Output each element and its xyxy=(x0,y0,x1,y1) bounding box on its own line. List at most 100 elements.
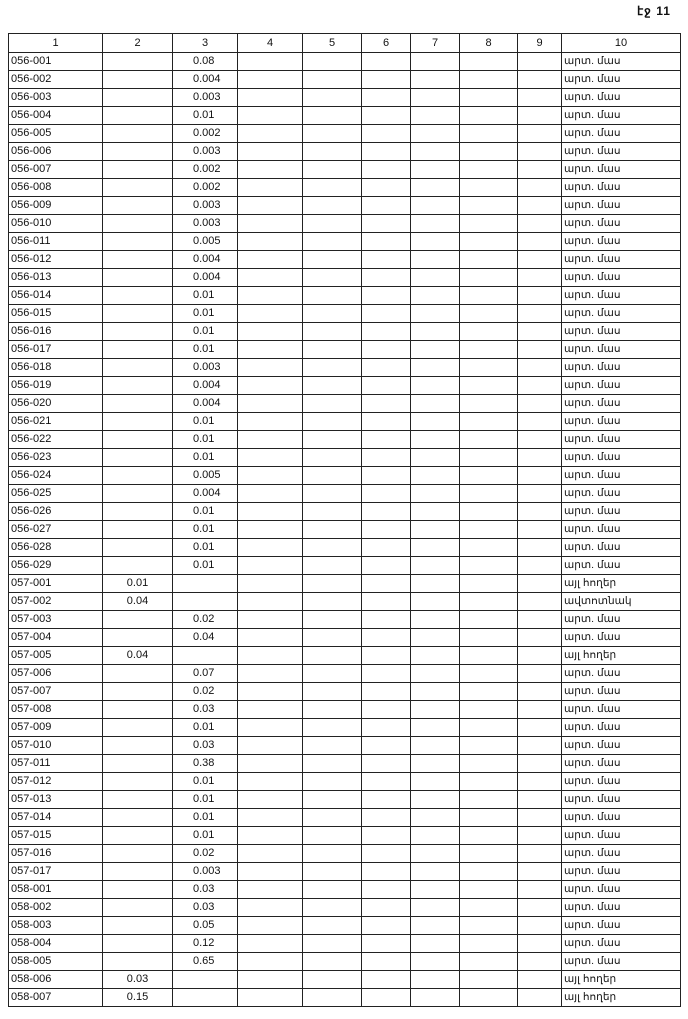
cell-col-10: արտ. մաս xyxy=(561,304,681,323)
cell-col-3: 0.01 xyxy=(172,556,238,575)
cell-col-2 xyxy=(102,466,173,485)
cell-col-4 xyxy=(237,862,303,881)
cell-col-10: արտ. մաս xyxy=(561,232,681,251)
table-row: 056-017 0.01 արտ. մաս xyxy=(8,340,681,359)
cell-col-8 xyxy=(459,502,518,521)
cell-col-10: արտ. մաս xyxy=(561,898,681,917)
cell-col-4 xyxy=(237,844,303,863)
cell-col-7 xyxy=(410,862,460,881)
cell-col-3: 0.01 xyxy=(172,826,238,845)
cell-col-5 xyxy=(302,556,362,575)
cell-col-6 xyxy=(361,628,411,647)
cell-col-2 xyxy=(102,214,173,233)
cell-col-3: 0.01 xyxy=(172,340,238,359)
cell-col-7 xyxy=(410,880,460,899)
cell-col-6 xyxy=(361,718,411,737)
column-header-6: 6 xyxy=(361,33,411,53)
cell-col-8 xyxy=(459,916,518,935)
cell-col-8 xyxy=(459,322,518,341)
cell-col-1: 056-018 xyxy=(8,358,103,377)
cell-col-3: 0.01 xyxy=(172,304,238,323)
table-row: 056-021 0.01 արտ. մաս xyxy=(8,412,681,431)
cell-col-6 xyxy=(361,592,411,611)
cell-col-3 xyxy=(172,592,238,611)
cell-col-8 xyxy=(459,304,518,323)
cell-col-6 xyxy=(361,862,411,881)
cell-col-6 xyxy=(361,268,411,287)
cell-col-3 xyxy=(172,988,238,1007)
column-header-2: 2 xyxy=(102,33,173,53)
cell-col-9 xyxy=(517,340,562,359)
cell-col-10: արտ. մաս xyxy=(561,556,681,575)
cell-col-10: արտ. մաս xyxy=(561,88,681,107)
table-row: 057-014 0.01 արտ. մաս xyxy=(8,808,681,827)
cell-col-9 xyxy=(517,214,562,233)
cell-col-8 xyxy=(459,826,518,845)
cell-col-4 xyxy=(237,52,303,71)
cell-col-8 xyxy=(459,718,518,737)
cell-col-1: 056-012 xyxy=(8,250,103,269)
cell-col-9 xyxy=(517,538,562,557)
cell-col-4 xyxy=(237,970,303,989)
cell-col-5 xyxy=(302,538,362,557)
cell-col-4 xyxy=(237,718,303,737)
cell-col-6 xyxy=(361,826,411,845)
table-row: 056-028 0.01 արտ. մաս xyxy=(8,538,681,557)
cell-col-5 xyxy=(302,934,362,953)
cell-col-9 xyxy=(517,682,562,701)
cell-col-1: 056-022 xyxy=(8,430,103,449)
cell-col-4 xyxy=(237,646,303,665)
cell-col-9 xyxy=(517,70,562,89)
cell-col-1: 056-015 xyxy=(8,304,103,323)
cell-col-10: արտ. մաս xyxy=(561,268,681,287)
cell-col-6 xyxy=(361,772,411,791)
table-row: 056-013 0.004 արտ. մաս xyxy=(8,268,681,287)
cell-col-8 xyxy=(459,556,518,575)
cell-col-5 xyxy=(302,358,362,377)
cell-col-3: 0.003 xyxy=(172,358,238,377)
cell-col-2 xyxy=(102,844,173,863)
cell-col-4 xyxy=(237,682,303,701)
cell-col-4 xyxy=(237,808,303,827)
cell-col-2 xyxy=(102,502,173,521)
cell-col-3: 0.004 xyxy=(172,70,238,89)
cell-col-8 xyxy=(459,664,518,683)
cell-col-6 xyxy=(361,448,411,467)
cell-col-1: 057-008 xyxy=(8,700,103,719)
cell-col-9 xyxy=(517,970,562,989)
cell-col-8 xyxy=(459,682,518,701)
cell-col-10: արտ. մաս xyxy=(561,844,681,863)
cell-col-7 xyxy=(410,412,460,431)
cell-col-4 xyxy=(237,898,303,917)
cell-col-10: արտ. մաս xyxy=(561,430,681,449)
cell-col-4 xyxy=(237,196,303,215)
cell-col-1: 057-017 xyxy=(8,862,103,881)
cell-col-5 xyxy=(302,952,362,971)
table-row: 057-008 0.03 արտ. մաս xyxy=(8,700,681,719)
cell-col-10: արտ. մաս xyxy=(561,52,681,71)
cell-col-8 xyxy=(459,466,518,485)
table-row: 057-009 0.01 արտ. մաս xyxy=(8,718,681,737)
cell-col-9 xyxy=(517,664,562,683)
cell-col-4 xyxy=(237,322,303,341)
cell-col-8 xyxy=(459,592,518,611)
cell-col-10: արտ. մաս xyxy=(561,502,681,521)
table-row: 058-002 0.03 արտ. մաս xyxy=(8,898,681,917)
cell-col-2 xyxy=(102,430,173,449)
cell-col-6 xyxy=(361,916,411,935)
cell-col-6 xyxy=(361,376,411,395)
cell-col-4 xyxy=(237,700,303,719)
cell-col-2 xyxy=(102,556,173,575)
cell-col-10: արտ. մաս xyxy=(561,322,681,341)
cell-col-2 xyxy=(102,628,173,647)
cell-col-3 xyxy=(172,646,238,665)
table-row: 056-026 0.01 արտ. մաս xyxy=(8,502,681,521)
cell-col-9 xyxy=(517,700,562,719)
cell-col-5 xyxy=(302,988,362,1007)
cell-col-3: 0.12 xyxy=(172,934,238,953)
cell-col-7 xyxy=(410,376,460,395)
cell-col-10: այլ հողեր xyxy=(561,574,681,593)
cell-col-1: 057-006 xyxy=(8,664,103,683)
cell-col-9 xyxy=(517,736,562,755)
cell-col-1: 056-011 xyxy=(8,232,103,251)
